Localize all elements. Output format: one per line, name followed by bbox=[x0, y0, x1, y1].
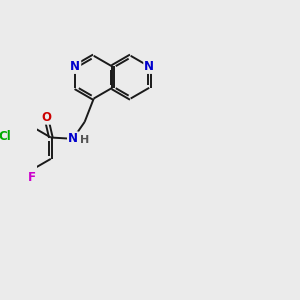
Text: Cl: Cl bbox=[0, 130, 11, 143]
Text: N: N bbox=[68, 132, 78, 145]
Text: N: N bbox=[70, 60, 80, 73]
Text: H: H bbox=[80, 135, 89, 145]
Text: N: N bbox=[144, 60, 154, 73]
Text: O: O bbox=[41, 111, 51, 124]
Text: F: F bbox=[28, 171, 36, 184]
